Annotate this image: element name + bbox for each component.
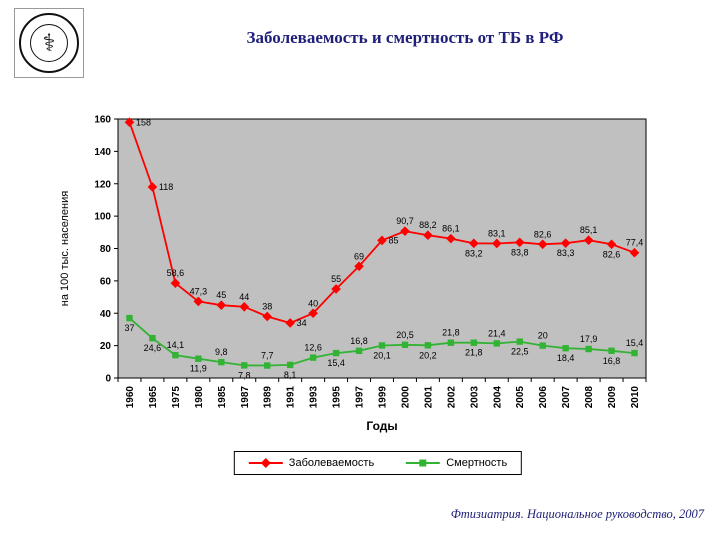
svg-text:15,4: 15,4 — [327, 358, 345, 368]
svg-text:16,8: 16,8 — [603, 356, 621, 366]
svg-text:Годы: Годы — [366, 419, 397, 433]
svg-text:83,8: 83,8 — [511, 247, 529, 257]
svg-text:20: 20 — [100, 341, 112, 352]
svg-text:1991: 1991 — [286, 386, 297, 409]
chart-legend: Заболеваемость Смертность — [233, 451, 523, 475]
svg-text:на 100 тыс. населения: на 100 тыс. населения — [59, 191, 71, 306]
svg-text:88,2: 88,2 — [419, 220, 437, 230]
svg-text:34: 34 — [297, 318, 307, 328]
svg-text:158: 158 — [136, 117, 151, 127]
svg-text:2010: 2010 — [630, 386, 641, 409]
svg-text:0: 0 — [105, 374, 111, 385]
svg-text:14,1: 14,1 — [167, 340, 185, 350]
mortality-series-marker-icon — [406, 458, 441, 468]
svg-text:55: 55 — [331, 274, 341, 284]
svg-text:40: 40 — [100, 309, 112, 320]
caduceus-icon: ⚕ — [42, 29, 56, 57]
logo-outer-ring: ⚕ — [19, 13, 79, 73]
svg-text:11,9: 11,9 — [190, 364, 207, 374]
svg-text:1960: 1960 — [125, 386, 136, 409]
svg-text:45: 45 — [216, 290, 226, 300]
legend-label-mortality: Смертность — [446, 457, 508, 469]
svg-text:1989: 1989 — [263, 386, 274, 409]
svg-text:21,4: 21,4 — [488, 328, 506, 338]
svg-text:100: 100 — [94, 212, 111, 223]
svg-text:9,8: 9,8 — [215, 347, 228, 357]
svg-text:1975: 1975 — [171, 386, 182, 409]
svg-text:2009: 2009 — [607, 386, 618, 409]
chart-area: 0 20 40 60 80 100 120 140 160 1960 1965 1975 1980 198… — [40, 108, 680, 440]
svg-text:17,9: 17,9 — [580, 334, 598, 344]
incidence-series-marker-icon — [248, 458, 283, 468]
svg-text:37: 37 — [124, 323, 134, 333]
svg-text:60: 60 — [100, 276, 112, 287]
svg-text:1997: 1997 — [355, 386, 366, 409]
svg-text:58,6: 58,6 — [167, 268, 185, 278]
square-marker-icon — [419, 459, 427, 467]
svg-text:1980: 1980 — [194, 386, 205, 409]
svg-text:83,2: 83,2 — [465, 248, 483, 258]
svg-text:1999: 1999 — [378, 386, 389, 409]
svg-text:82,6: 82,6 — [534, 229, 552, 239]
svg-text:160: 160 — [94, 115, 111, 126]
svg-text:2008: 2008 — [584, 386, 595, 409]
svg-text:20,5: 20,5 — [396, 330, 414, 340]
svg-text:2007: 2007 — [561, 386, 572, 409]
diamond-marker-icon — [260, 458, 271, 468]
svg-text:1965: 1965 — [148, 386, 159, 409]
svg-text:1985: 1985 — [217, 386, 228, 409]
logo-inner-ring: ⚕ — [30, 24, 68, 62]
svg-text:2001: 2001 — [423, 386, 434, 409]
svg-text:2005: 2005 — [515, 386, 526, 409]
svg-text:18,4: 18,4 — [557, 353, 575, 363]
svg-text:83,3: 83,3 — [557, 248, 575, 258]
svg-text:83,1: 83,1 — [488, 228, 506, 238]
svg-text:77,4: 77,4 — [626, 238, 644, 248]
legend-label-incidence: Заболеваемость — [288, 457, 375, 469]
svg-text:20,1: 20,1 — [373, 350, 391, 360]
svg-text:86,1: 86,1 — [442, 224, 460, 234]
institution-logo: ⚕ — [14, 8, 84, 78]
legend-item-incidence: Заболеваемость — [248, 457, 375, 469]
svg-text:2004: 2004 — [492, 386, 503, 409]
source-citation: Фтизиатрия. Национальное руководство, 20… — [450, 507, 704, 521]
svg-text:118: 118 — [159, 182, 173, 192]
chart-plot: 0 20 40 60 80 100 120 140 160 1960 1965 1975 1980 198… — [59, 115, 647, 433]
svg-text:2006: 2006 — [538, 386, 549, 409]
svg-text:21,8: 21,8 — [465, 348, 483, 358]
svg-text:7,7: 7,7 — [261, 351, 274, 361]
svg-text:40: 40 — [308, 298, 318, 308]
svg-text:1993: 1993 — [309, 386, 320, 409]
svg-text:1995: 1995 — [332, 386, 343, 409]
svg-text:69: 69 — [354, 251, 364, 261]
svg-text:1987: 1987 — [240, 386, 251, 409]
svg-text:20,2: 20,2 — [419, 350, 437, 360]
svg-text:12,6: 12,6 — [304, 343, 322, 353]
svg-text:7,8: 7,8 — [238, 370, 251, 380]
svg-text:22,5: 22,5 — [511, 347, 529, 357]
svg-text:82,6: 82,6 — [603, 249, 621, 259]
svg-text:120: 120 — [94, 179, 111, 190]
svg-text:2002: 2002 — [446, 386, 457, 409]
svg-text:16,8: 16,8 — [350, 336, 368, 346]
svg-text:8,1: 8,1 — [284, 370, 297, 380]
svg-text:38: 38 — [262, 301, 272, 311]
svg-text:90,7: 90,7 — [396, 216, 414, 226]
svg-text:2000: 2000 — [400, 386, 411, 409]
legend-item-mortality: Смертность — [406, 457, 507, 469]
svg-text:85: 85 — [389, 236, 399, 246]
svg-text:2003: 2003 — [469, 386, 480, 409]
svg-text:80: 80 — [100, 244, 112, 255]
svg-text:24,6: 24,6 — [144, 343, 162, 353]
svg-text:15,4: 15,4 — [626, 338, 644, 348]
svg-text:85,1: 85,1 — [580, 225, 598, 235]
svg-text:47,3: 47,3 — [190, 286, 208, 296]
slide-title: Заболеваемость и смертность от ТБ в РФ — [246, 28, 564, 47]
svg-text:20: 20 — [538, 331, 548, 341]
svg-text:140: 140 — [94, 147, 111, 158]
svg-text:44: 44 — [239, 292, 249, 302]
svg-text:21,8: 21,8 — [442, 328, 460, 338]
